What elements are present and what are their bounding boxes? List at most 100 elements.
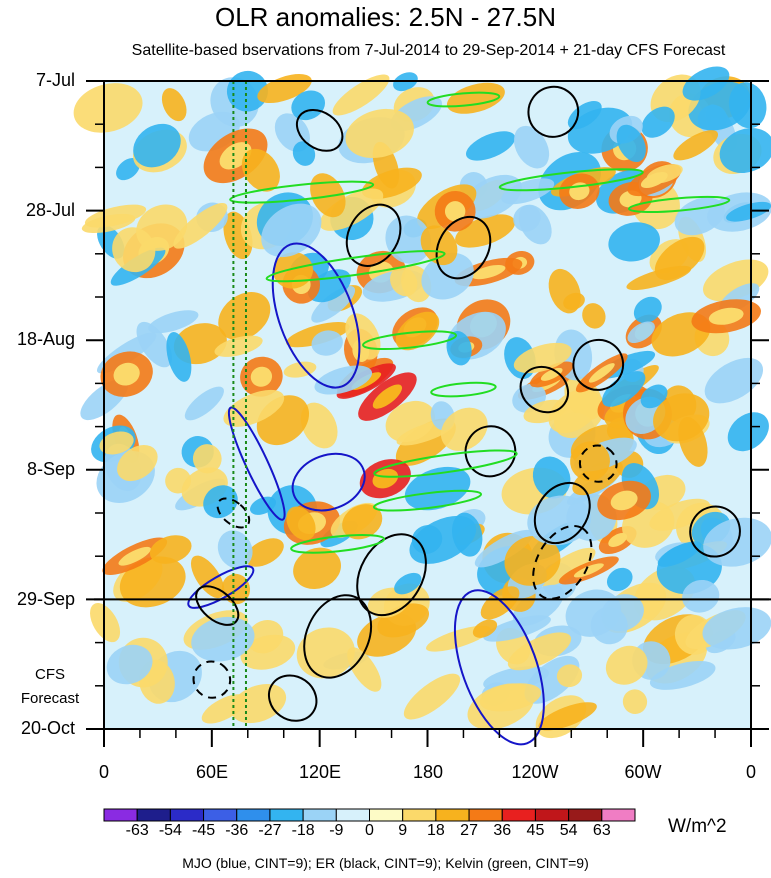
chart-title: OLR anomalies: 2.5N - 27.5N bbox=[214, 2, 557, 32]
colorbar-level-label: -36 bbox=[225, 822, 249, 839]
er-contour bbox=[519, 365, 570, 414]
anomaly-blob bbox=[606, 567, 633, 592]
er-contour bbox=[295, 108, 344, 152]
y-tick-label: 29-Sep bbox=[16, 589, 75, 609]
colorbar-swatch bbox=[302, 808, 337, 822]
anomaly-blob bbox=[218, 291, 271, 341]
anomaly-core bbox=[610, 490, 638, 511]
kelvin-contour bbox=[498, 168, 644, 192]
anomaly-blob bbox=[646, 164, 683, 184]
anomaly-blob bbox=[230, 683, 287, 724]
er-contour-negative bbox=[532, 524, 593, 600]
anomaly-blob bbox=[440, 407, 488, 451]
anomaly-blob bbox=[117, 444, 158, 482]
anomaly-blob bbox=[90, 602, 121, 643]
colorbar-level-label: 63 bbox=[592, 822, 611, 839]
mjo-contour bbox=[187, 565, 255, 609]
contour-legend-note: MJO (blue, CINT=9); ER (black, CINT=9); … bbox=[182, 855, 589, 871]
anomaly-blob bbox=[112, 227, 156, 273]
anomaly-blob bbox=[527, 495, 592, 546]
anomaly-blob bbox=[472, 619, 498, 638]
kelvin-contour bbox=[426, 91, 501, 108]
anomaly-blob bbox=[719, 128, 771, 174]
anomaly-blob bbox=[446, 330, 472, 366]
colorbar-swatch bbox=[601, 808, 636, 822]
anomaly-blob bbox=[250, 496, 277, 515]
anomaly-blob bbox=[166, 332, 192, 382]
forecast-label: Forecast bbox=[20, 690, 80, 707]
colorbar-swatch bbox=[103, 808, 138, 822]
er-contour-negative bbox=[578, 444, 618, 483]
anomaly-blob bbox=[539, 547, 596, 587]
kelvin-contour bbox=[290, 534, 386, 554]
chart-subtitle: Satellite-based bservations from 7-Jul-2… bbox=[131, 42, 726, 59]
mjo-contour bbox=[271, 242, 361, 389]
colorbar-swatch bbox=[568, 808, 603, 822]
colorbar-level-label: -18 bbox=[291, 822, 315, 839]
anomaly-blob bbox=[480, 586, 520, 620]
colorbar-level-label: -27 bbox=[258, 822, 282, 839]
y-tick-label: 8-Sep bbox=[26, 459, 75, 479]
anomaly-blob bbox=[538, 702, 597, 731]
anomaly-blob bbox=[622, 689, 648, 715]
colorbar-swatch bbox=[169, 808, 205, 822]
anomaly-blob bbox=[332, 74, 390, 116]
colorbar-swatch bbox=[236, 808, 271, 822]
anomaly-blob bbox=[394, 572, 422, 595]
anomaly-blob bbox=[319, 188, 384, 231]
anomaly-blob bbox=[654, 236, 705, 281]
anomaly-blob bbox=[161, 88, 187, 122]
anomaly-blob bbox=[99, 431, 134, 455]
anomaly-blob bbox=[479, 683, 542, 712]
anomaly-core bbox=[250, 366, 273, 387]
anomaly-core bbox=[708, 307, 744, 325]
anomaly-blob bbox=[673, 130, 719, 161]
anomaly-blob bbox=[548, 388, 600, 434]
y-tick-label: 18-Aug bbox=[16, 329, 75, 349]
anomaly-blob bbox=[627, 321, 655, 344]
anomaly-blob bbox=[403, 673, 461, 720]
anomaly-blob bbox=[217, 530, 253, 569]
colorbar-units: W/m^2 bbox=[668, 816, 727, 837]
mjo-contour bbox=[453, 589, 545, 746]
anomaly-blob bbox=[291, 90, 326, 121]
anomaly-blob bbox=[649, 660, 716, 690]
anomaly-blob bbox=[466, 131, 516, 161]
anomaly-blob bbox=[633, 296, 662, 324]
colorbar-swatch bbox=[335, 808, 370, 822]
er-contour bbox=[195, 585, 240, 626]
colorbar-swatch bbox=[402, 808, 437, 822]
anomaly-core bbox=[588, 363, 615, 383]
kelvin-contour bbox=[627, 195, 731, 213]
anomaly-blob bbox=[342, 504, 383, 540]
anomaly-blob bbox=[513, 204, 541, 232]
anomaly-blob bbox=[682, 579, 720, 613]
kelvin-contour bbox=[229, 180, 375, 204]
cfs-label: CFS bbox=[35, 666, 65, 683]
anomaly-blob bbox=[214, 335, 263, 357]
anomaly-core bbox=[444, 201, 466, 222]
kelvin-contour bbox=[372, 489, 483, 512]
anomaly-blob bbox=[678, 416, 708, 467]
anomaly-blob bbox=[455, 214, 516, 248]
anomaly-blob bbox=[119, 556, 186, 608]
anomaly-blob bbox=[84, 204, 147, 228]
anomaly-blob bbox=[310, 173, 346, 218]
anomaly-blob bbox=[409, 515, 477, 564]
anomaly-blob bbox=[106, 644, 153, 685]
anomaly-blob bbox=[136, 321, 173, 368]
kelvin-contour bbox=[373, 449, 518, 478]
anomaly-blob bbox=[241, 148, 280, 192]
anomaly-core bbox=[372, 468, 399, 489]
anomaly-blob bbox=[347, 647, 382, 692]
anomaly-blob bbox=[311, 285, 356, 323]
colorbar-level-label: -54 bbox=[158, 822, 182, 839]
anomaly-blob bbox=[504, 535, 561, 586]
anomaly-blob bbox=[201, 694, 247, 724]
anomaly-blob bbox=[483, 615, 551, 642]
anomaly-blob bbox=[223, 389, 285, 427]
colorbar-level-label: -63 bbox=[125, 822, 149, 839]
anomaly-blob bbox=[582, 303, 606, 329]
anomaly-blob bbox=[184, 386, 224, 421]
